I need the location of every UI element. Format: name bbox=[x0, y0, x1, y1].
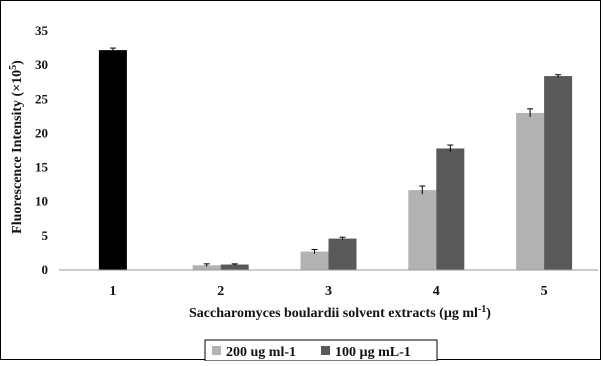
bar-2-200 bbox=[192, 265, 221, 270]
y-tick-label: 30 bbox=[35, 57, 48, 72]
y-tick-label: 0 bbox=[42, 262, 49, 277]
y-axis-title: Fluorescence Intensity (×105) bbox=[8, 60, 25, 234]
y-tick-label: 15 bbox=[35, 160, 49, 175]
y-axis-ticks: 0 5 10 15 20 25 30 35 bbox=[35, 23, 49, 277]
bars bbox=[98, 50, 573, 271]
x-axis-category-labels: 1 2 3 4 5 bbox=[109, 284, 547, 299]
bar-5-200 bbox=[516, 112, 545, 270]
y-tick-label: 25 bbox=[35, 91, 49, 106]
legend: 200 ug ml-1 100 µg mL-1 bbox=[204, 339, 438, 362]
legend-label-200: 200 ug ml-1 bbox=[226, 345, 296, 360]
x-category-label: 2 bbox=[217, 284, 224, 299]
bar-4-100 bbox=[436, 148, 465, 270]
bar-4-200 bbox=[408, 190, 437, 270]
x-axis-title: Saccharomyces boulardii solvent extracts… bbox=[189, 304, 491, 321]
bar-5-100 bbox=[544, 76, 573, 270]
y-tick-label: 5 bbox=[42, 228, 49, 243]
legend-label-100: 100 µg mL-1 bbox=[335, 345, 411, 360]
error-bars bbox=[109, 47, 562, 267]
y-tick-label: 20 bbox=[35, 125, 48, 140]
bar-3-100 bbox=[328, 238, 357, 270]
y-tick-label: 10 bbox=[35, 194, 48, 209]
y-tick-label: 35 bbox=[35, 23, 49, 38]
bar-2-100 bbox=[220, 264, 249, 270]
legend-swatch-100 bbox=[321, 346, 330, 355]
x-category-label: 3 bbox=[325, 284, 332, 299]
legend-swatch-200 bbox=[212, 346, 221, 355]
bar-3-200 bbox=[300, 251, 329, 270]
x-category-label: 5 bbox=[541, 284, 548, 299]
x-category-label: 4 bbox=[433, 284, 440, 299]
bar-1-control bbox=[98, 50, 127, 271]
x-category-label: 1 bbox=[109, 284, 116, 299]
